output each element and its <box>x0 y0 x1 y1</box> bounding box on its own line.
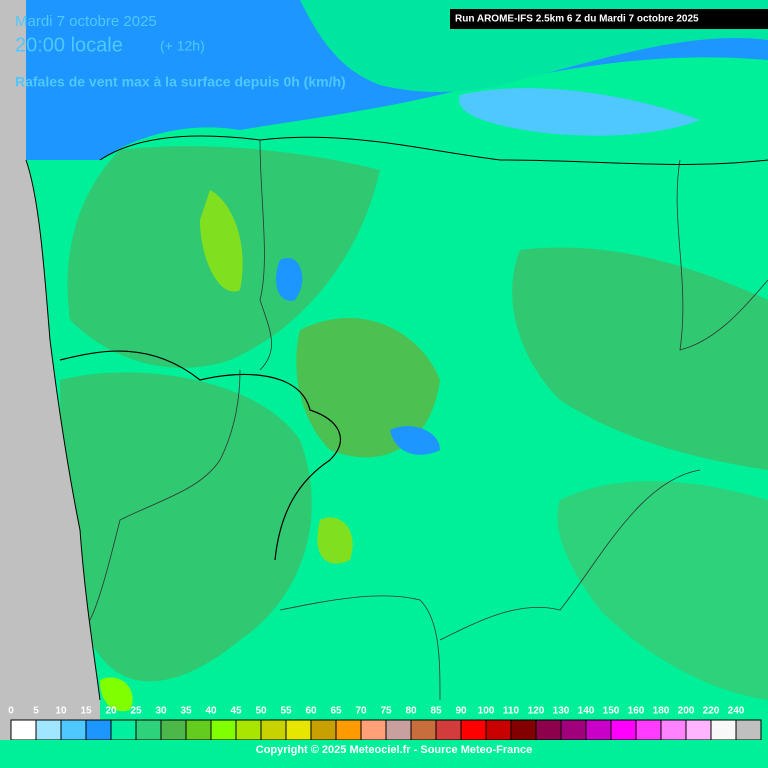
legend-label: 150 <box>603 706 620 717</box>
legend-swatch <box>660 719 687 741</box>
offset: (+ 12h) <box>160 38 205 54</box>
footer-bg <box>0 740 768 768</box>
legend-label: 160 <box>628 706 645 717</box>
legend-swatch <box>435 719 462 741</box>
legend-label: 110 <box>503 706 520 717</box>
copyright: Copyright © 2025 Meteociel.fr - Source M… <box>256 744 532 756</box>
legend-label: 240 <box>728 706 745 717</box>
legend-swatch <box>185 719 212 741</box>
legend-label: 0 <box>8 706 14 717</box>
legend-label: 15 <box>80 706 92 717</box>
legend-swatch <box>235 719 262 741</box>
legend-label: 60 <box>305 706 317 717</box>
legend-swatch <box>385 719 412 741</box>
legend-label: 40 <box>205 706 217 717</box>
legend-swatch <box>685 719 712 741</box>
legend-label: 180 <box>653 706 670 717</box>
legend-swatch <box>60 719 87 741</box>
legend-swatch <box>210 719 237 741</box>
legend-swatch <box>360 719 387 741</box>
legend-label: 100 <box>478 706 495 717</box>
legend-swatch <box>135 719 162 741</box>
time: 20:00 locale <box>15 34 123 56</box>
legend-label: 200 <box>678 706 695 717</box>
legend-swatch <box>735 719 762 741</box>
run-box <box>450 9 768 29</box>
legend-swatch <box>285 719 312 741</box>
legend-swatch <box>10 719 37 741</box>
legend-label: 55 <box>280 706 292 717</box>
legend-swatch <box>535 719 562 741</box>
legend-swatch <box>710 719 737 741</box>
legend-label: 220 <box>703 706 720 717</box>
legend-swatch <box>635 719 662 741</box>
legend-swatch <box>585 719 612 741</box>
legend-label: 30 <box>155 706 167 717</box>
legend-label: 70 <box>355 706 367 717</box>
legend-label: 130 <box>553 706 570 717</box>
legend-swatch <box>160 719 187 741</box>
legend-label: 10 <box>55 706 67 717</box>
legend-label: 65 <box>330 706 342 717</box>
legend-label: 120 <box>528 706 545 717</box>
legend-swatch <box>610 719 637 741</box>
legend-label: 140 <box>578 706 595 717</box>
legend-label: 5 <box>33 706 39 717</box>
legend-label: 45 <box>230 706 242 717</box>
date: Mardi 7 octobre 2025 <box>15 13 157 30</box>
legend-swatch <box>310 719 337 741</box>
legend-swatch <box>85 719 112 741</box>
legend-swatch <box>335 719 362 741</box>
legend-swatch <box>560 719 587 741</box>
legend-label: 25 <box>130 706 142 717</box>
legend-swatch <box>485 719 512 741</box>
legend: 0 5 10 15 20 25 30 35 40 45 50 55 60 65 70 75 80 85 90 100 1… <box>8 706 762 741</box>
subtitle: Rafales de vent max à la surface depuis … <box>15 74 346 90</box>
legend-label: 75 <box>380 706 392 717</box>
legend-swatch <box>35 719 62 741</box>
legend-swatch <box>510 719 537 741</box>
legend-swatch <box>260 719 287 741</box>
legend-swatch <box>110 719 137 741</box>
legend-swatch <box>410 719 437 741</box>
legend-swatch <box>460 719 487 741</box>
legend-label: 80 <box>405 706 417 717</box>
legend-label: 85 <box>430 706 442 717</box>
legend-label: 35 <box>180 706 192 717</box>
run-info: Run AROME-IFS 2.5km 6 Z du Mardi 7 octob… <box>455 14 699 25</box>
legend-label: 90 <box>455 706 467 717</box>
legend-label: 50 <box>255 706 267 717</box>
legend-label: 20 <box>105 706 117 717</box>
